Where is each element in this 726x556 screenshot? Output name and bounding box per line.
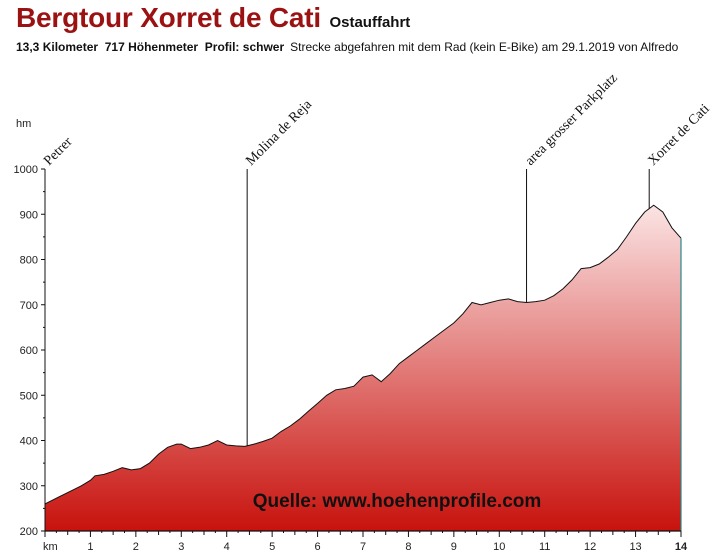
x-tick-label: 7	[360, 541, 366, 553]
route-description: Strecke abgefahren mit dem Rad (kein E-B…	[290, 40, 679, 54]
y-tick-label: 500	[20, 390, 38, 402]
x-tick-label: 9	[451, 541, 457, 553]
x-tick-label: 14	[675, 541, 688, 553]
y-tick-label: 400	[20, 436, 38, 448]
x-tick-label: 1	[87, 541, 93, 553]
x-tick-label: 10	[493, 541, 505, 553]
waypoint-label: area grosser Parkplatz	[523, 71, 621, 169]
distance-text: 13,3 Kilometer	[16, 40, 99, 54]
y-tick-label: 600	[20, 345, 38, 357]
area-layer	[44, 204, 682, 531]
x-tick-label: 11	[539, 541, 550, 553]
x-axis-label: km	[43, 541, 58, 553]
y-tick-label: 700	[20, 300, 38, 312]
x-tick-label: 5	[269, 541, 275, 553]
title-row: Bergtour Xorret de Cati Ostauffahrt	[16, 2, 410, 34]
elevation-area	[45, 205, 681, 531]
y-tick-label: 200	[20, 526, 38, 538]
y-tick-label: 1000	[14, 164, 38, 176]
route-variant: Ostauffahrt	[329, 14, 411, 31]
elevation-line	[44, 204, 682, 505]
waypoint-label: Petrer	[41, 134, 75, 168]
y-axis-label: hm	[16, 118, 31, 130]
x-tick-label: 13	[629, 541, 641, 553]
waypoint-label: Molina de Reja	[243, 97, 315, 169]
x-tick-label: 12	[584, 541, 596, 553]
elevation-gain-text: 717 Höhenmeter	[104, 40, 199, 54]
x-tick-label: 2	[133, 541, 139, 553]
source-text: Quelle: www.hoehenprofile.com	[253, 491, 542, 512]
page-title: Bergtour Xorret de Cati	[16, 2, 321, 33]
y-tick-label: 300	[20, 481, 38, 493]
profile-difficulty-text: Profil: schwer	[204, 40, 285, 54]
x-tick-label: 8	[405, 541, 411, 553]
route-summary: 13,3 Kilometer 717 Höhenmeter Profil: sc…	[16, 40, 678, 54]
waypoint-label: Xorret de Cati	[645, 102, 712, 169]
x-tick-label: 4	[224, 541, 230, 553]
y-tick-label: 800	[20, 255, 38, 267]
y-tick-label: 900	[20, 209, 38, 221]
x-tick-label: 6	[315, 541, 321, 553]
x-tick-label: 3	[178, 541, 184, 553]
